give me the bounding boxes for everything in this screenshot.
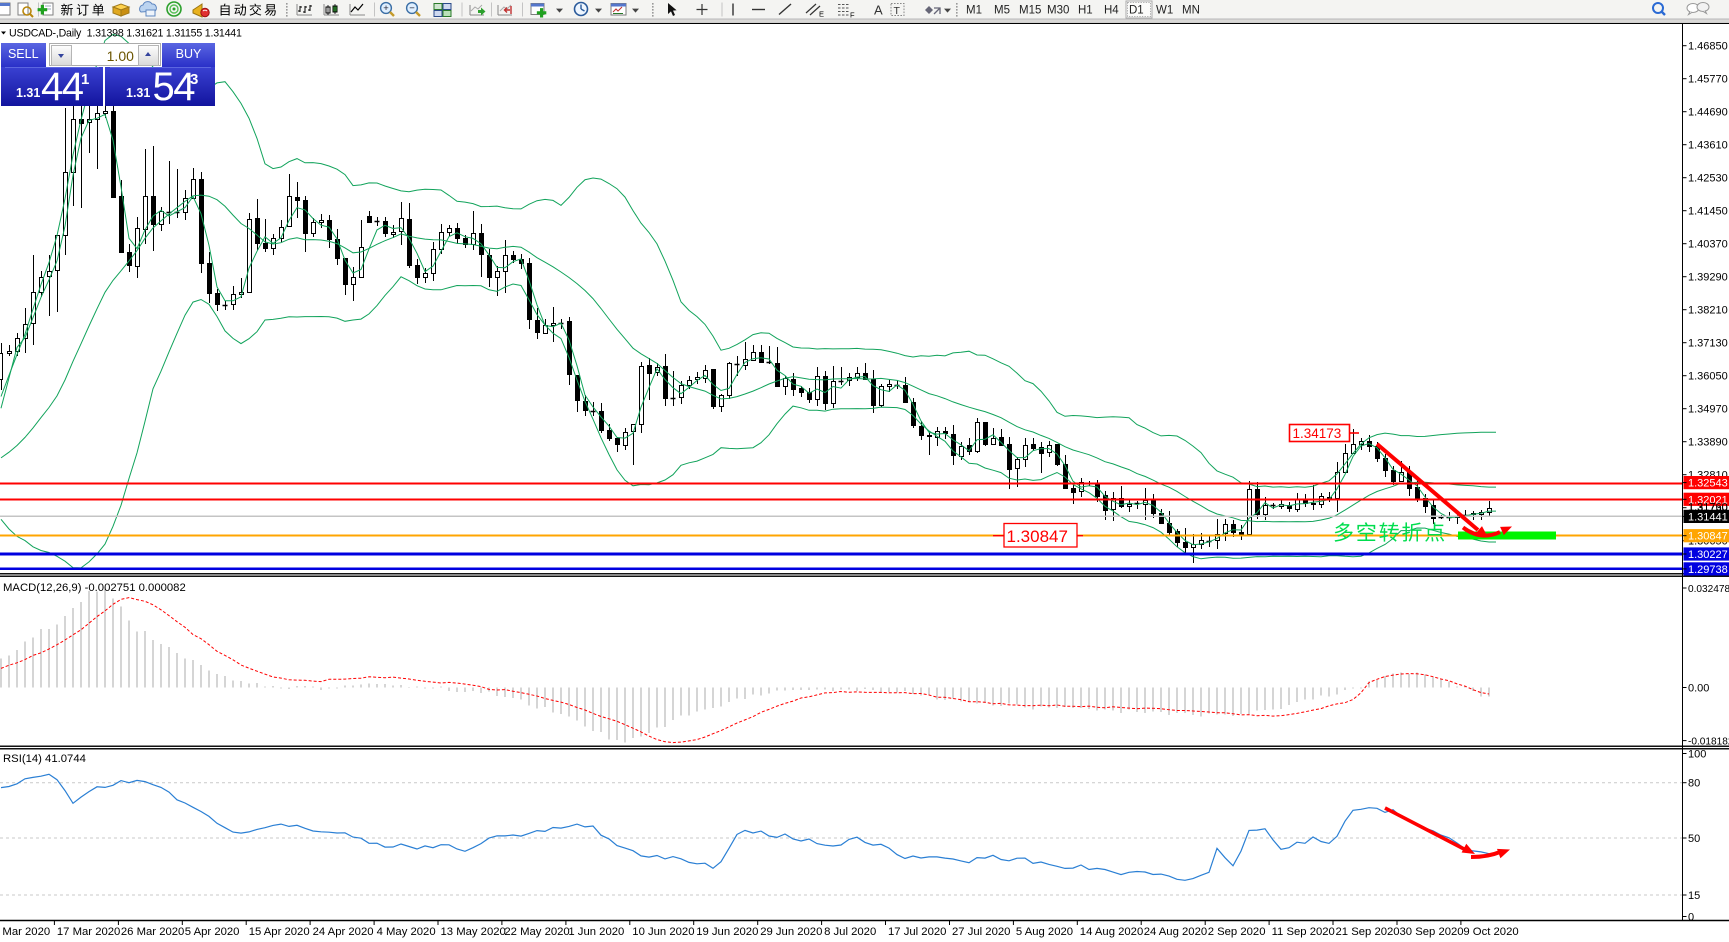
- svg-text:24 Apr 2020: 24 Apr 2020: [313, 926, 374, 938]
- svg-text:9 Oct 2020: 9 Oct 2020: [1463, 926, 1518, 938]
- svg-text:1.30847: 1.30847: [1007, 527, 1068, 546]
- svg-text:1.31441: 1.31441: [1688, 511, 1728, 523]
- svg-text:1.31760: 1.31760: [1688, 502, 1728, 514]
- svg-text:0.032478: 0.032478: [1688, 584, 1729, 595]
- svg-text:−: −: [409, 3, 415, 14]
- svg-text:1.32021: 1.32021: [1688, 494, 1728, 506]
- svg-text:27 Jul 2020: 27 Jul 2020: [952, 926, 1010, 938]
- svg-text:1.45770: 1.45770: [1688, 74, 1728, 86]
- svg-text:50: 50: [1688, 833, 1700, 845]
- svg-text:1.44690: 1.44690: [1688, 107, 1728, 119]
- svg-text:E: E: [819, 10, 824, 19]
- svg-text:USDCAD-,Daily 1.31398 1.31621: USDCAD-,Daily 1.31398 1.31621 1.31155 1.…: [9, 28, 242, 40]
- svg-text:1.43610: 1.43610: [1688, 140, 1728, 152]
- svg-text:5 Aug 2020: 5 Aug 2020: [1016, 926, 1073, 938]
- svg-text:17 Jul 2020: 17 Jul 2020: [888, 926, 946, 938]
- svg-text:11 Sep 2020: 11 Sep 2020: [1272, 926, 1335, 938]
- svg-text:M15: M15: [1019, 5, 1041, 17]
- svg-text:100: 100: [1688, 749, 1706, 761]
- svg-text:H4: H4: [1104, 5, 1119, 17]
- svg-text:-0.018182: -0.018182: [1688, 737, 1729, 748]
- svg-text:W1: W1: [1156, 5, 1173, 17]
- svg-text:19 Jun 2020: 19 Jun 2020: [696, 926, 758, 938]
- svg-text:+: +: [383, 3, 389, 14]
- svg-text:1.33890: 1.33890: [1688, 437, 1728, 449]
- svg-text:1.36050: 1.36050: [1688, 371, 1728, 383]
- svg-text:1.38210: 1.38210: [1688, 305, 1728, 317]
- svg-text:80: 80: [1688, 778, 1700, 790]
- svg-text:22 May 2020: 22 May 2020: [504, 926, 569, 938]
- svg-text:1.34173: 1.34173: [1293, 426, 1342, 441]
- svg-text:MN: MN: [1182, 5, 1200, 17]
- svg-text:1.30847: 1.30847: [1688, 531, 1728, 543]
- svg-text:1.46850: 1.46850: [1688, 41, 1728, 53]
- svg-text:M30: M30: [1047, 5, 1069, 17]
- svg-text:1 Jun 2020: 1 Jun 2020: [568, 926, 624, 938]
- svg-text:15: 15: [1688, 890, 1700, 902]
- svg-text:1.34970: 1.34970: [1688, 404, 1728, 416]
- svg-text:1.42530: 1.42530: [1688, 173, 1728, 185]
- svg-text:RSI(14) 41.0744: RSI(14) 41.0744: [3, 753, 86, 765]
- svg-text:29 Jun 2020: 29 Jun 2020: [760, 926, 822, 938]
- svg-text:24 Aug 2020: 24 Aug 2020: [1144, 926, 1207, 938]
- svg-text:1.39290: 1.39290: [1688, 272, 1728, 284]
- svg-text:D1: D1: [1129, 5, 1144, 17]
- svg-text:4 May 2020: 4 May 2020: [377, 926, 436, 938]
- svg-text:1.37130: 1.37130: [1688, 338, 1728, 350]
- svg-text:F: F: [850, 11, 855, 20]
- svg-text:T: T: [894, 5, 901, 17]
- svg-text:5 Apr 2020: 5 Apr 2020: [185, 926, 240, 938]
- svg-text:30 Sep 2020: 30 Sep 2020: [1400, 926, 1464, 938]
- svg-text:M5: M5: [994, 5, 1010, 17]
- svg-text:9 Mar 2020: 9 Mar 2020: [0, 926, 50, 938]
- svg-text:1.40370: 1.40370: [1688, 239, 1728, 251]
- svg-text:0.00: 0.00: [1688, 683, 1709, 695]
- svg-text:1.41450: 1.41450: [1688, 206, 1728, 218]
- svg-text:MACD(12,26,9) -0.002751 0.0000: MACD(12,26,9) -0.002751 0.000082: [3, 582, 186, 594]
- svg-text:1.30227: 1.30227: [1688, 549, 1728, 561]
- svg-text:13 May 2020: 13 May 2020: [441, 926, 506, 938]
- svg-text:M1: M1: [966, 5, 982, 17]
- svg-text:10 Jun 2020: 10 Jun 2020: [632, 926, 694, 938]
- svg-text:2 Sep 2020: 2 Sep 2020: [1208, 926, 1266, 938]
- svg-text:1.29738: 1.29738: [1688, 564, 1728, 576]
- svg-text:1.32543: 1.32543: [1688, 478, 1728, 490]
- svg-text:17 Mar 2020: 17 Mar 2020: [57, 926, 120, 938]
- svg-text:14 Aug 2020: 14 Aug 2020: [1080, 926, 1143, 938]
- svg-text:26 Mar 2020: 26 Mar 2020: [121, 926, 184, 938]
- svg-text:8 Jul 2020: 8 Jul 2020: [824, 926, 876, 938]
- svg-text:0: 0: [1688, 912, 1694, 924]
- svg-text:21 Sep 2020: 21 Sep 2020: [1336, 926, 1400, 938]
- svg-text:H1: H1: [1078, 5, 1093, 17]
- svg-text:15 Apr 2020: 15 Apr 2020: [249, 926, 310, 938]
- svg-text:A: A: [874, 3, 883, 18]
